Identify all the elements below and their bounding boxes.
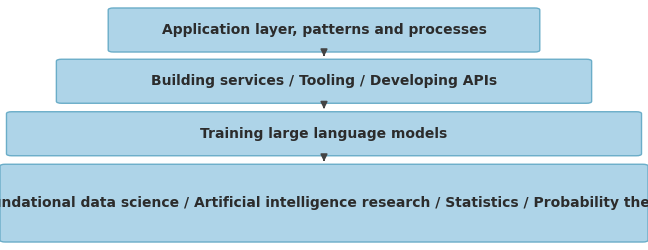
FancyBboxPatch shape bbox=[108, 8, 540, 52]
Text: Foundational data science / Artificial intelligence research / Statistics / Prob: Foundational data science / Artificial i… bbox=[0, 196, 648, 210]
FancyBboxPatch shape bbox=[6, 112, 642, 156]
FancyBboxPatch shape bbox=[56, 59, 592, 103]
Text: Training large language models: Training large language models bbox=[200, 127, 448, 141]
FancyBboxPatch shape bbox=[0, 164, 648, 242]
Text: Building services / Tooling / Developing APIs: Building services / Tooling / Developing… bbox=[151, 74, 497, 88]
Text: Application layer, patterns and processes: Application layer, patterns and processe… bbox=[161, 23, 487, 37]
